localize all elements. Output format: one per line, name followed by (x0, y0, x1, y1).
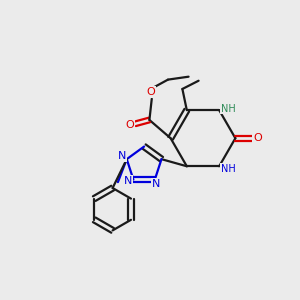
Text: NH: NH (221, 164, 236, 174)
Text: N: N (124, 176, 132, 186)
Text: N: N (118, 151, 127, 160)
Text: O: O (147, 87, 156, 97)
Text: N: N (152, 179, 160, 189)
Text: O: O (253, 133, 262, 143)
Text: NH: NH (221, 104, 236, 114)
Text: O: O (125, 120, 134, 130)
